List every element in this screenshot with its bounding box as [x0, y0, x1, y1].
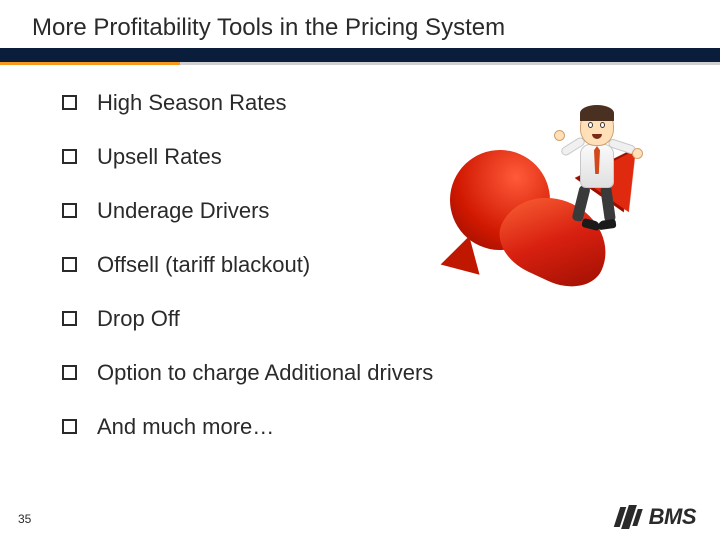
figure-leg — [571, 185, 590, 223]
bms-logo: BMS — [617, 504, 696, 530]
bullet-text: Offsell (tariff blackout) — [97, 252, 310, 278]
figure-leg — [600, 185, 616, 222]
ribbon-tail — [435, 236, 479, 284]
slide-title: More Profitability Tools in the Pricing … — [32, 14, 720, 42]
bullet-text: Option to charge Additional drivers — [97, 360, 433, 386]
bullet-text: And much more… — [97, 414, 274, 440]
slide: More Profitability Tools in the Pricing … — [0, 0, 720, 540]
figure-eye — [588, 122, 593, 128]
logo-text: BMS — [649, 504, 696, 530]
accent-rule — [0, 62, 720, 65]
navy-band — [0, 48, 720, 62]
bullet-text: Upsell Rates — [97, 144, 222, 170]
figure-hand — [554, 130, 565, 141]
checkbox-icon — [62, 365, 77, 380]
figure-shoe — [597, 219, 616, 230]
cartoon-figure — [558, 108, 638, 238]
figure-hair — [580, 105, 614, 121]
clipart-arrow-figure — [440, 90, 670, 290]
bullet-text: Underage Drivers — [97, 198, 269, 224]
list-item: And much more… — [62, 414, 690, 440]
list-item: Option to charge Additional drivers — [62, 360, 690, 386]
checkbox-icon — [62, 311, 77, 326]
figure-eye — [600, 122, 605, 128]
checkbox-icon — [62, 203, 77, 218]
checkbox-icon — [62, 149, 77, 164]
list-item: Drop Off — [62, 306, 690, 332]
bullet-text: Drop Off — [97, 306, 180, 332]
bullet-text: High Season Rates — [97, 90, 287, 116]
figure-hand — [632, 148, 643, 159]
checkbox-icon — [62, 419, 77, 434]
checkbox-icon — [62, 95, 77, 110]
page-number: 35 — [18, 512, 31, 526]
logo-mark-icon — [617, 505, 645, 529]
checkbox-icon — [62, 257, 77, 272]
